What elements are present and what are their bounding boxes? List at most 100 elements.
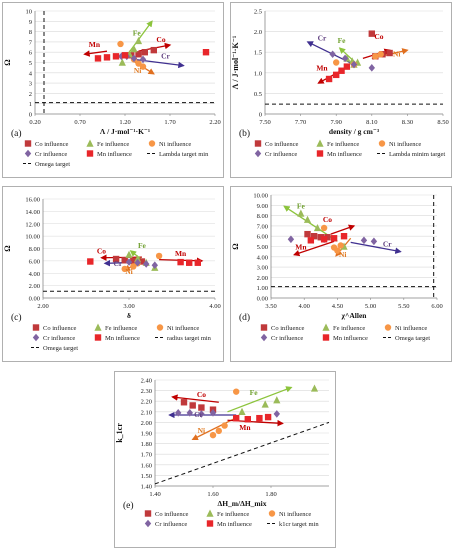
data-point bbox=[141, 49, 148, 56]
data-point bbox=[386, 49, 393, 57]
data-point bbox=[155, 252, 163, 260]
x-axis-label: χ^Allen bbox=[341, 311, 368, 320]
panel-label: (a) bbox=[11, 128, 22, 139]
annotation-label: Co bbox=[374, 32, 383, 41]
data-point bbox=[320, 224, 328, 232]
legend-label: Co influence bbox=[265, 141, 299, 148]
legend-label: Cr influence bbox=[155, 521, 187, 528]
legend-label: Co influence bbox=[43, 325, 77, 332]
y-tick-label: 10.00 bbox=[25, 234, 40, 241]
x-tick-label: 4.00 bbox=[209, 303, 220, 310]
legend-label: Cr influence bbox=[271, 335, 303, 342]
data-point bbox=[94, 55, 102, 62]
data-point bbox=[186, 259, 193, 266]
data-point bbox=[303, 215, 312, 223]
legend-label: Ni influence bbox=[279, 511, 311, 518]
legend-label: radius target min bbox=[167, 335, 212, 342]
x-tick-label: 4.50 bbox=[332, 303, 343, 310]
data-point bbox=[134, 36, 143, 45]
annotation-label: Co bbox=[323, 215, 332, 224]
x-tick-label: 0.20 bbox=[29, 119, 40, 126]
data-point bbox=[139, 55, 147, 64]
y-tick-label: 1 bbox=[29, 101, 32, 108]
data-point bbox=[368, 64, 375, 72]
trend-arrow bbox=[350, 241, 402, 254]
y-axis-label: Λ / J·mol⁻¹·K⁻¹ bbox=[231, 35, 240, 89]
y-tick-label: 6.00 bbox=[257, 234, 268, 241]
x-axis-label: density / g cm⁻³ bbox=[329, 127, 380, 136]
data-point bbox=[304, 230, 311, 238]
data-point bbox=[175, 409, 182, 417]
data-point bbox=[202, 49, 210, 56]
data-point bbox=[130, 54, 138, 63]
trend-arrow bbox=[171, 394, 219, 403]
x-axis-label: ΔH_m/ΔH_mix bbox=[218, 499, 267, 508]
legend: Co influence Fe influence Ni influence Cr i… bbox=[23, 139, 209, 168]
data-point bbox=[360, 236, 368, 245]
panel-label: (e) bbox=[123, 500, 134, 511]
y-tick-label: 2.40 bbox=[141, 378, 152, 385]
annotation-label: Ni bbox=[125, 267, 133, 276]
annotation-label: Ni bbox=[393, 49, 401, 58]
data-point bbox=[198, 404, 205, 411]
legend-label: Mn influence bbox=[97, 151, 132, 158]
target-line bbox=[154, 421, 330, 485]
data-point bbox=[377, 51, 384, 58]
annotation-label: Cr bbox=[194, 410, 203, 419]
y-tick-label: 1.50 bbox=[141, 473, 152, 480]
y-tick-label: 3 bbox=[29, 81, 32, 88]
y-tick-label: 5.00 bbox=[257, 244, 268, 251]
x-tick-label: 7.70 bbox=[295, 119, 306, 126]
legend-marker bbox=[322, 323, 330, 331]
legend-label: Ni influence bbox=[395, 325, 427, 332]
legend-label: Mn influence bbox=[327, 151, 362, 158]
data-point bbox=[118, 58, 126, 66]
data-point bbox=[333, 71, 340, 79]
data-point bbox=[307, 237, 315, 244]
y-tick-label: 3.00 bbox=[257, 265, 268, 272]
data-point bbox=[329, 50, 336, 59]
data-point bbox=[194, 259, 201, 266]
y-tick-label: 4.00 bbox=[257, 254, 268, 261]
x-tick-label: 2.00 bbox=[37, 303, 48, 310]
data-point bbox=[333, 59, 340, 66]
data-point bbox=[215, 427, 222, 435]
x-tick-label: 7.50 bbox=[259, 119, 270, 126]
legend-label: Mn influence bbox=[217, 521, 252, 528]
y-tick-label: 2.30 bbox=[141, 388, 152, 395]
data-point bbox=[256, 414, 263, 422]
legend-marker bbox=[322, 334, 330, 341]
y-tick-label: 1.60 bbox=[141, 462, 152, 469]
legend-label: Fe influence bbox=[217, 511, 249, 518]
y-axis-label: Ω bbox=[231, 243, 240, 250]
data-point bbox=[338, 67, 345, 74]
annotation-label: Ni bbox=[339, 250, 347, 259]
annotation-label: Mn bbox=[316, 64, 328, 73]
trend-arrow bbox=[83, 50, 108, 57]
legend-label: Co influence bbox=[155, 511, 189, 518]
data-point bbox=[273, 396, 281, 404]
data-point bbox=[103, 54, 111, 61]
legend-label: Cr influence bbox=[43, 335, 75, 342]
y-tick-label: 2.10 bbox=[141, 409, 152, 416]
y-tick-label: 14.00 bbox=[25, 209, 40, 216]
data-point bbox=[112, 53, 120, 60]
data-point bbox=[273, 410, 280, 418]
legend-marker bbox=[148, 140, 156, 147]
y-tick-label: 0 bbox=[259, 112, 262, 119]
data-point bbox=[87, 258, 94, 265]
data-point bbox=[238, 407, 246, 415]
legend-marker bbox=[144, 510, 152, 517]
annotation-label: Fe bbox=[297, 201, 306, 210]
data-point bbox=[310, 233, 318, 240]
data-point bbox=[330, 235, 338, 242]
legend-label: Fe influence bbox=[97, 141, 129, 148]
trend-arrow bbox=[293, 240, 335, 257]
y-tick-label: 1.80 bbox=[141, 441, 152, 448]
data-point bbox=[125, 250, 133, 258]
y-tick-label: 6 bbox=[29, 50, 33, 57]
legend-marker bbox=[268, 510, 276, 517]
x-tick-label: 0.70 bbox=[74, 119, 85, 126]
x-tick-label: 8.10 bbox=[366, 119, 377, 126]
annotation-label: Mn bbox=[295, 243, 307, 252]
